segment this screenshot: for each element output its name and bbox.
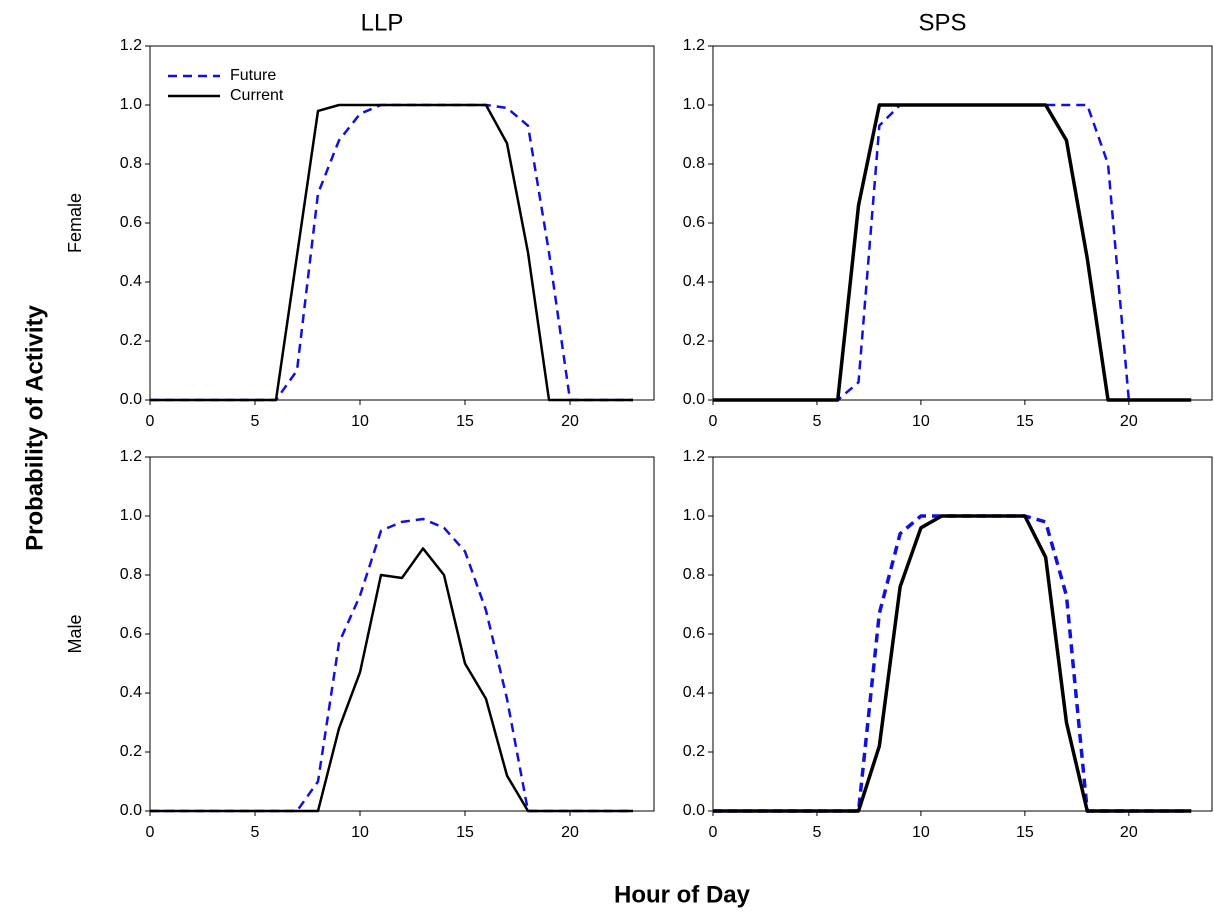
- y-tick-label: 0.2: [120, 332, 142, 349]
- x-tick-label: 5: [813, 824, 822, 841]
- x-tick-label: 0: [146, 413, 155, 430]
- panel-title: LLP: [361, 9, 404, 36]
- y-tick-label: 1.0: [120, 96, 142, 113]
- y-tick-label: 0.2: [683, 743, 705, 760]
- plot-frame: [712, 45, 1213, 401]
- y-tick-label: 0.6: [683, 214, 705, 231]
- x-tick-label: 10: [351, 413, 369, 430]
- row-label: Female: [65, 193, 85, 253]
- x-tick-label: 0: [146, 824, 155, 841]
- y-tick-label: 0.4: [120, 684, 142, 701]
- y-tick-label: 0.0: [120, 391, 142, 408]
- y-tick-label: 1.2: [683, 448, 705, 465]
- x-tick-label: 15: [1016, 413, 1034, 430]
- y-tick-label: 0.2: [120, 743, 142, 760]
- series-line: [713, 103, 1192, 402]
- y-tick-label: 0.0: [683, 391, 705, 408]
- panel-title: SPS: [918, 9, 966, 36]
- x-tick-label: 15: [456, 413, 474, 430]
- series-line: [150, 547, 633, 813]
- x-tick-label: 20: [561, 413, 579, 430]
- y-tick-label: 0.8: [683, 155, 705, 172]
- plot-frame: [149, 45, 655, 401]
- series-line: [150, 103, 633, 402]
- series-line: [713, 514, 1192, 813]
- x-tick-label: 0: [709, 413, 718, 430]
- x-tick-label: 5: [813, 413, 822, 430]
- legend-label: Future: [230, 67, 276, 84]
- y-tick-label: 1.0: [683, 96, 705, 113]
- series-line: [713, 514, 1192, 813]
- y-tick-label: 0.6: [120, 214, 142, 231]
- y-tick-label: 0.6: [683, 625, 705, 642]
- y-tick-label: 1.2: [683, 37, 705, 54]
- y-tick-label: 0.0: [120, 802, 142, 819]
- y-tick-label: 0.2: [683, 332, 705, 349]
- series-line: [150, 517, 633, 813]
- y-tick-label: 0.6: [120, 625, 142, 642]
- x-tick-label: 15: [1016, 824, 1034, 841]
- y-tick-label: 0.4: [683, 684, 705, 701]
- x-tick-label: 20: [561, 824, 579, 841]
- x-tick-label: 15: [456, 824, 474, 841]
- x-tick-label: 0: [709, 824, 718, 841]
- series-line: [150, 103, 633, 402]
- legend-label: Current: [230, 87, 284, 104]
- figure-y-label: Probability of Activity: [21, 304, 48, 550]
- row-label: Male: [65, 614, 85, 653]
- x-tick-label: 10: [912, 413, 930, 430]
- y-tick-label: 1.2: [120, 37, 142, 54]
- y-tick-label: 1.0: [683, 507, 705, 524]
- x-tick-label: 20: [1120, 824, 1138, 841]
- y-tick-label: 0.8: [683, 566, 705, 583]
- x-tick-label: 5: [251, 413, 260, 430]
- y-tick-label: 1.0: [120, 507, 142, 524]
- y-tick-label: 1.2: [120, 448, 142, 465]
- y-tick-label: 0.4: [120, 273, 142, 290]
- plot-frame: [712, 456, 1213, 812]
- y-tick-label: 0.8: [120, 566, 142, 583]
- plot-frame: [149, 456, 655, 812]
- figure-x-label: Hour of Day: [614, 881, 751, 908]
- x-tick-label: 10: [912, 824, 930, 841]
- x-tick-label: 5: [251, 824, 260, 841]
- y-tick-label: 0.0: [683, 802, 705, 819]
- x-tick-label: 20: [1120, 413, 1138, 430]
- y-tick-label: 0.4: [683, 273, 705, 290]
- x-tick-label: 10: [351, 824, 369, 841]
- series-line: [713, 103, 1192, 402]
- y-tick-label: 0.8: [120, 155, 142, 172]
